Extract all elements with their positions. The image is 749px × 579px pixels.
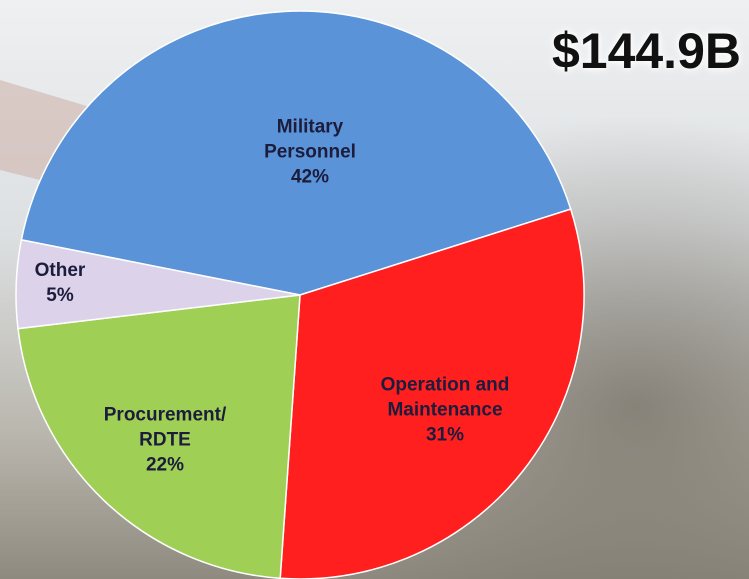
category-label: Procurement/ RDTE [103,404,227,451]
category-label: Military Personnel [264,116,356,163]
category-label: Operation and Maintenance [380,374,510,421]
value-label: 5% [46,285,74,306]
slice-label: Other 5% [30,258,90,308]
pie-slice [17,294,301,579]
value-label: 22% [145,454,185,476]
category-label: Other [34,260,86,281]
value-label: 31% [425,424,465,446]
slice-label: Procurement/ RDTE 22% [95,403,235,478]
pie-slice [15,238,301,330]
chart-title: $144.9B [551,23,741,79]
slice-label: Operation and Maintenance 31% [365,373,525,448]
value-label: 42% [290,166,330,188]
pie-slice [20,10,572,296]
pie-slice [279,208,585,579]
slice-label: Military Personnel 42% [250,115,370,190]
